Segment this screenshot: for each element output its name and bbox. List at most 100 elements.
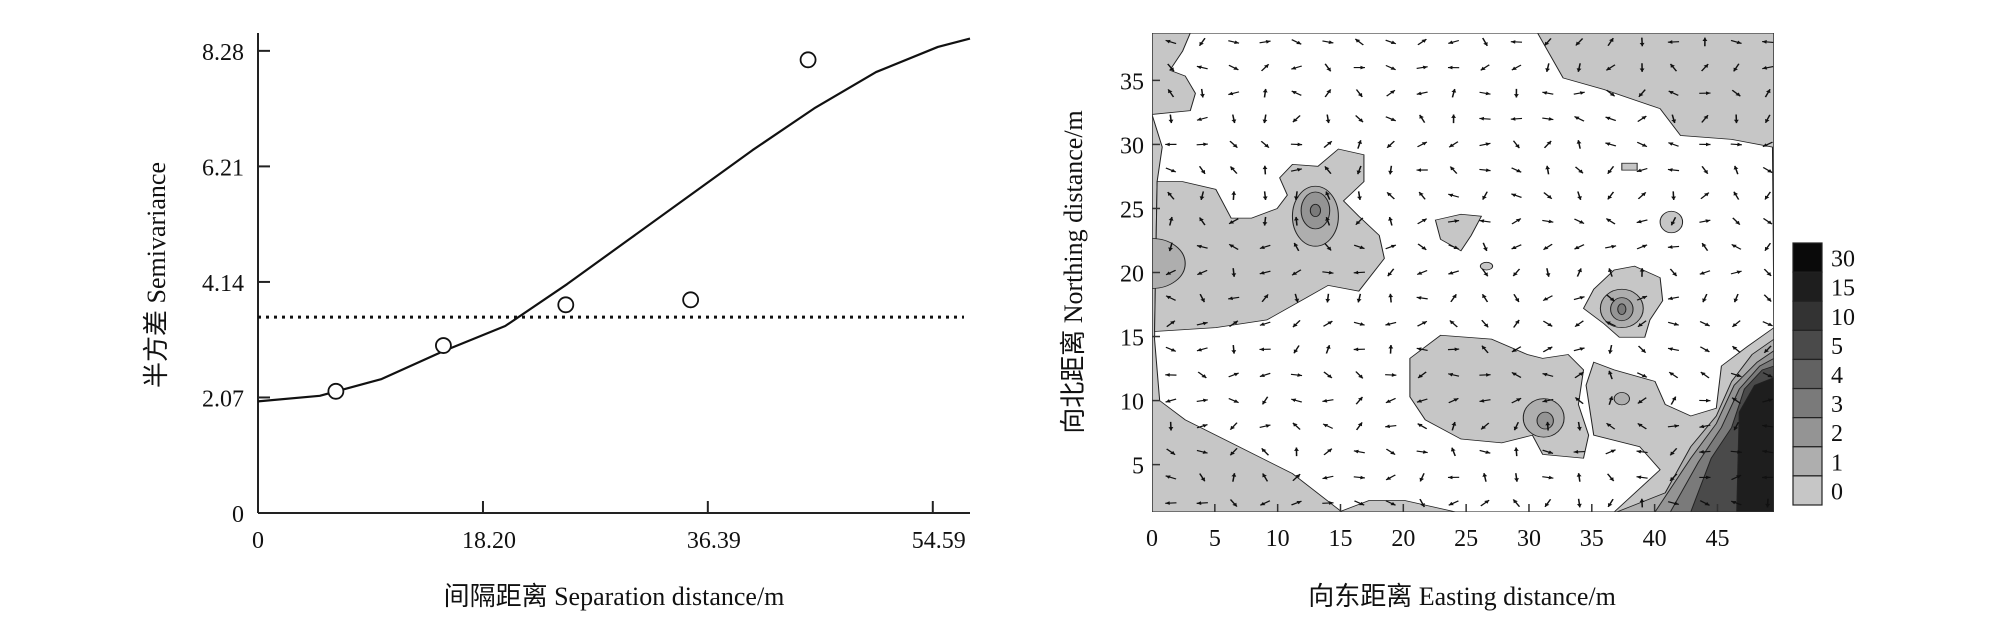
vector-arrow xyxy=(1576,473,1582,482)
arrow-head xyxy=(1325,217,1330,221)
vector-arrow xyxy=(1702,293,1708,303)
vector-arrow xyxy=(1511,167,1522,173)
vector-arrow xyxy=(1763,268,1772,277)
vector-arrow xyxy=(1292,473,1301,482)
vector-arrow xyxy=(1229,140,1238,149)
arrow-head xyxy=(1294,298,1300,303)
arrow-head xyxy=(1296,500,1302,505)
vector-arrow xyxy=(1701,114,1709,123)
vector-arrow xyxy=(1605,116,1617,122)
colorbar-label: 3 xyxy=(1831,392,1843,418)
vector-arrow xyxy=(1165,39,1177,45)
vector-arrow xyxy=(1638,89,1646,98)
vector-arrow xyxy=(1701,166,1709,175)
vector-arrow xyxy=(1229,499,1238,507)
colorbar-label: 0 xyxy=(1831,479,1843,505)
arrow-head xyxy=(1638,92,1644,97)
vector-arrow xyxy=(1637,320,1647,328)
vector-arrow xyxy=(1290,168,1303,172)
vector-arrow xyxy=(1701,242,1709,251)
arrow-head xyxy=(1230,451,1235,456)
arrow-head xyxy=(1732,397,1738,402)
contour-level-3 xyxy=(1309,203,1322,217)
vector-arrow xyxy=(1355,396,1364,405)
model-curve xyxy=(257,37,971,403)
arrow-head xyxy=(1451,88,1457,93)
arrow-head xyxy=(1578,372,1584,376)
vector-arrow xyxy=(1542,449,1554,454)
arrow-head xyxy=(1641,296,1648,300)
vector-arrow xyxy=(1607,268,1613,277)
vector-arrow xyxy=(1479,168,1491,172)
vector-arrow xyxy=(1416,269,1428,276)
arrow-head xyxy=(1668,347,1673,351)
arrow-head xyxy=(1611,244,1617,249)
arrow-head xyxy=(1641,373,1647,378)
arrow-head xyxy=(1577,268,1582,273)
arrow-head xyxy=(1418,374,1424,378)
arrow-head xyxy=(1421,246,1427,250)
vector-arrow xyxy=(1730,39,1742,45)
vector-arrow xyxy=(1577,191,1582,200)
arrow-head xyxy=(1479,116,1485,121)
arrow-head xyxy=(1483,323,1489,328)
vector-arrow xyxy=(1259,39,1271,44)
vector-arrow xyxy=(1511,346,1522,353)
vector-arrow xyxy=(1730,450,1742,454)
vector-arrow xyxy=(1733,191,1740,200)
vector-arrow xyxy=(1386,191,1395,200)
arrow-head xyxy=(1168,247,1173,252)
arrow-head xyxy=(1762,40,1767,44)
arrow-head xyxy=(1419,114,1424,119)
arrow-head xyxy=(1170,348,1176,352)
arrow-head xyxy=(1671,196,1676,200)
vector-arrow xyxy=(1199,88,1205,98)
arrow-head xyxy=(1482,195,1487,200)
vector-arrow xyxy=(1699,270,1711,275)
vector-arrow xyxy=(1447,475,1460,480)
vector-arrow xyxy=(1573,91,1585,95)
y-tick-label: 4.14 xyxy=(202,271,244,297)
arrow-head xyxy=(1545,502,1550,507)
arrow-head xyxy=(1767,398,1773,402)
vector-arrow xyxy=(1231,473,1237,482)
arrow-head xyxy=(1259,347,1265,352)
arrow-head xyxy=(1765,89,1771,94)
arrow-head xyxy=(1292,271,1298,276)
arrow-head xyxy=(1291,66,1297,70)
arrow-head xyxy=(1390,450,1396,455)
arrow-head xyxy=(1360,65,1365,70)
colorbar-swatch xyxy=(1792,300,1823,331)
vector-arrow xyxy=(1731,89,1741,97)
arrow-head xyxy=(1766,297,1772,302)
colorbar-swatch xyxy=(1792,475,1823,506)
vector-arrow xyxy=(1544,498,1552,508)
arrow-head xyxy=(1479,219,1485,223)
arrow-head xyxy=(1196,117,1203,121)
arrow-head xyxy=(1767,169,1773,173)
arrow-head xyxy=(1733,119,1739,124)
vector-arrow xyxy=(1762,321,1773,327)
arrow-head xyxy=(1574,116,1580,120)
arrow-head xyxy=(1231,473,1237,477)
arrow-head xyxy=(1640,192,1646,197)
arrow-head xyxy=(1605,321,1611,325)
arrow-head xyxy=(1292,422,1298,427)
arrow-head xyxy=(1609,297,1615,302)
arrow-head xyxy=(1196,347,1203,352)
vector-arrow xyxy=(1636,141,1648,148)
arrow-head xyxy=(1170,451,1176,455)
arrow-head xyxy=(1767,373,1773,378)
arrow-head xyxy=(1451,421,1457,426)
vector-arrow xyxy=(1667,40,1680,44)
arrow-head xyxy=(1514,298,1520,302)
vector-arrow xyxy=(1762,475,1774,480)
arrow-head xyxy=(1416,399,1423,403)
vector-arrow xyxy=(1259,321,1271,326)
arrow-head xyxy=(1606,423,1612,427)
vector-arrow xyxy=(1388,165,1394,175)
vector-arrow xyxy=(1544,38,1552,46)
arrow-head xyxy=(1322,398,1328,403)
vector-arrow xyxy=(1511,64,1522,71)
vector-arrow xyxy=(1481,319,1489,328)
